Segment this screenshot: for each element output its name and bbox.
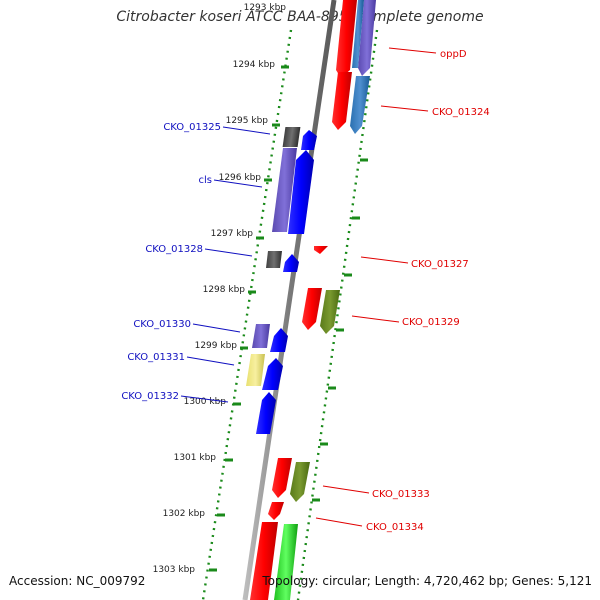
gene-cko-01325[interactable]	[301, 130, 317, 150]
gene-cko-01331[interactable]	[262, 358, 283, 390]
ruler-label: 1296 kbp	[219, 173, 262, 183]
ruler-track-inner	[296, 29, 379, 600]
gene-track-right	[250, 0, 376, 600]
gene-cko-01334[interactable]	[268, 502, 284, 520]
ruler-label: 1299 kbp	[195, 341, 238, 351]
ruler-label: 1300 kbp	[184, 397, 227, 407]
gene-cko-01333[interactable]	[272, 458, 292, 498]
gene-label-cko-01325[interactable]: CKO_01325	[163, 122, 221, 133]
ruler-label: 1301 kbp	[174, 453, 217, 463]
ruler-label: 1303 kbp	[153, 565, 196, 575]
genome-backbone	[242, 0, 337, 600]
gene-cko-01331-yellow[interactable]	[246, 354, 265, 386]
gene-cko-01330-purple[interactable]	[252, 324, 270, 348]
gene-label-cko-01324[interactable]: CKO_01324	[432, 107, 490, 118]
gene-label-cls[interactable]: cls	[199, 175, 213, 186]
gene-cko-01335-partner[interactable]	[274, 524, 298, 600]
gene-label-cko-01329[interactable]: CKO_01329	[402, 317, 460, 328]
accession-text: Accession: NC_009792	[9, 574, 146, 588]
gene-cls-purple[interactable]	[272, 148, 297, 232]
gene-cko-01335[interactable]	[250, 522, 278, 600]
gene-label-cko-01327[interactable]: CKO_01327	[411, 259, 469, 270]
labels-right: oppD CKO_01324 CKO_01327 CKO_01329 CKO_0…	[315, 47, 490, 533]
map-title: Citrobacter koseri ATCC BAA-895, complet…	[116, 9, 484, 25]
ruler-track-outer	[201, 29, 293, 600]
gene-cko-01333-partner[interactable]	[290, 462, 310, 502]
gene-oppD-partner[interactable]	[358, 0, 376, 76]
gene-label-cko-01331[interactable]: CKO_01331	[127, 352, 185, 363]
gene-cko-01328[interactable]	[283, 254, 299, 272]
ruler-label: 1298 kbp	[203, 285, 246, 295]
gene-cko-01324-partner[interactable]	[350, 76, 370, 134]
gene-cko-01330[interactable]	[270, 328, 288, 352]
ruler-label: 1297 kbp	[211, 229, 254, 239]
gene-track-left	[246, 127, 317, 434]
ruler-ticks	[209, 65, 368, 572]
gene-label-cko-01328[interactable]: CKO_01328	[145, 244, 203, 255]
gene-cko-01329[interactable]	[302, 288, 322, 330]
gene-oppD[interactable]	[336, 0, 357, 78]
gene-cko-01324[interactable]	[332, 72, 352, 130]
gene-label-cko-01332[interactable]: CKO_01332	[121, 391, 179, 402]
gene-label-cko-01330[interactable]: CKO_01330	[133, 319, 191, 330]
gene-label-oppD[interactable]: oppD	[440, 49, 467, 60]
ruler-label: 1302 kbp	[163, 509, 206, 519]
gene-label-cko-01333[interactable]: CKO_01333	[372, 489, 430, 500]
gene-cko-01332[interactable]	[256, 392, 276, 434]
gene-label-cko-01334[interactable]: CKO_01334	[366, 522, 424, 533]
ruler-label: 1294 kbp	[233, 60, 276, 70]
gene-cko-01325-gray[interactable]	[282, 127, 301, 147]
ruler-label: 1295 kbp	[226, 116, 269, 126]
gene-cko-01327[interactable]	[314, 246, 328, 254]
ruler-label: 1293 kbp	[244, 3, 287, 13]
genome-summary-text: Topology: circular; Length: 4,720,462 bp…	[262, 574, 592, 588]
gene-cko-01329-partner[interactable]	[320, 290, 340, 334]
gene-cls[interactable]	[288, 150, 314, 234]
gene-oppD-partner-2[interactable]	[352, 0, 364, 68]
gene-cko-01328-gray[interactable]	[266, 251, 282, 268]
labels-left: CKO_01325 cls CKO_01328 CKO_01330 CKO_01…	[121, 122, 271, 403]
